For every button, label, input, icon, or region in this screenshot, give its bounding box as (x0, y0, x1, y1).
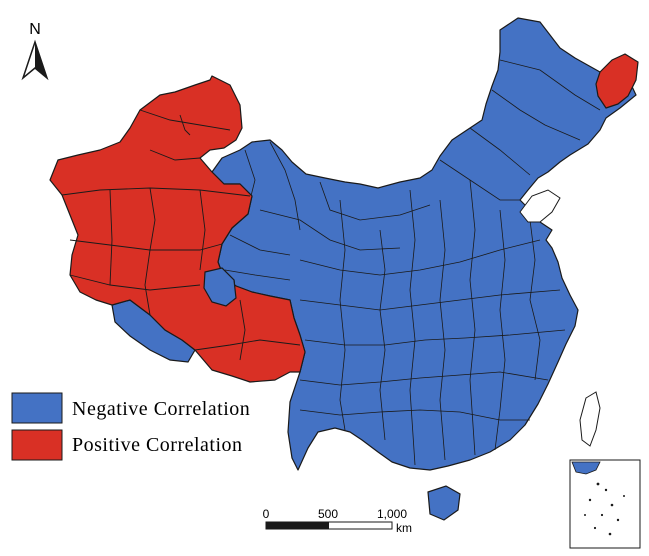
legend-label-negative: Negative Correlation (72, 398, 250, 420)
province-boundaries-east (224, 59, 601, 466)
bohai-sea (519, 189, 561, 223)
legend: Negative Correlation Positive Correlatio… (11, 392, 250, 461)
north-arrow-label: N (29, 21, 41, 38)
province-boundaries-west (61, 109, 301, 361)
legend-swatch-positive (11, 429, 63, 461)
north-arrow: N (21, 21, 49, 81)
scale-tick-1000: 1,000 (377, 507, 407, 521)
inset-coast (571, 461, 601, 475)
south-china-sea-inset (569, 459, 641, 549)
scale-unit: km (396, 521, 412, 535)
hainan-island (427, 485, 461, 521)
inset-frame (569, 459, 641, 549)
scale-segment-fill (266, 522, 329, 529)
northeast-tip-red (595, 53, 639, 109)
legend-swatch-negative (11, 392, 63, 424)
scale-tick-500: 500 (318, 507, 338, 521)
taiwan-island (579, 391, 601, 447)
china-mainland-shape (211, 17, 637, 471)
scale-bar: 0 500 1,000 km (263, 507, 412, 535)
qinghai-enclave-overlay (203, 267, 237, 307)
positive-correlation-region (49, 53, 639, 383)
legend-label-positive: Positive Correlation (72, 434, 243, 456)
scale-tick-0: 0 (263, 507, 270, 521)
inset-islands (584, 482, 625, 536)
